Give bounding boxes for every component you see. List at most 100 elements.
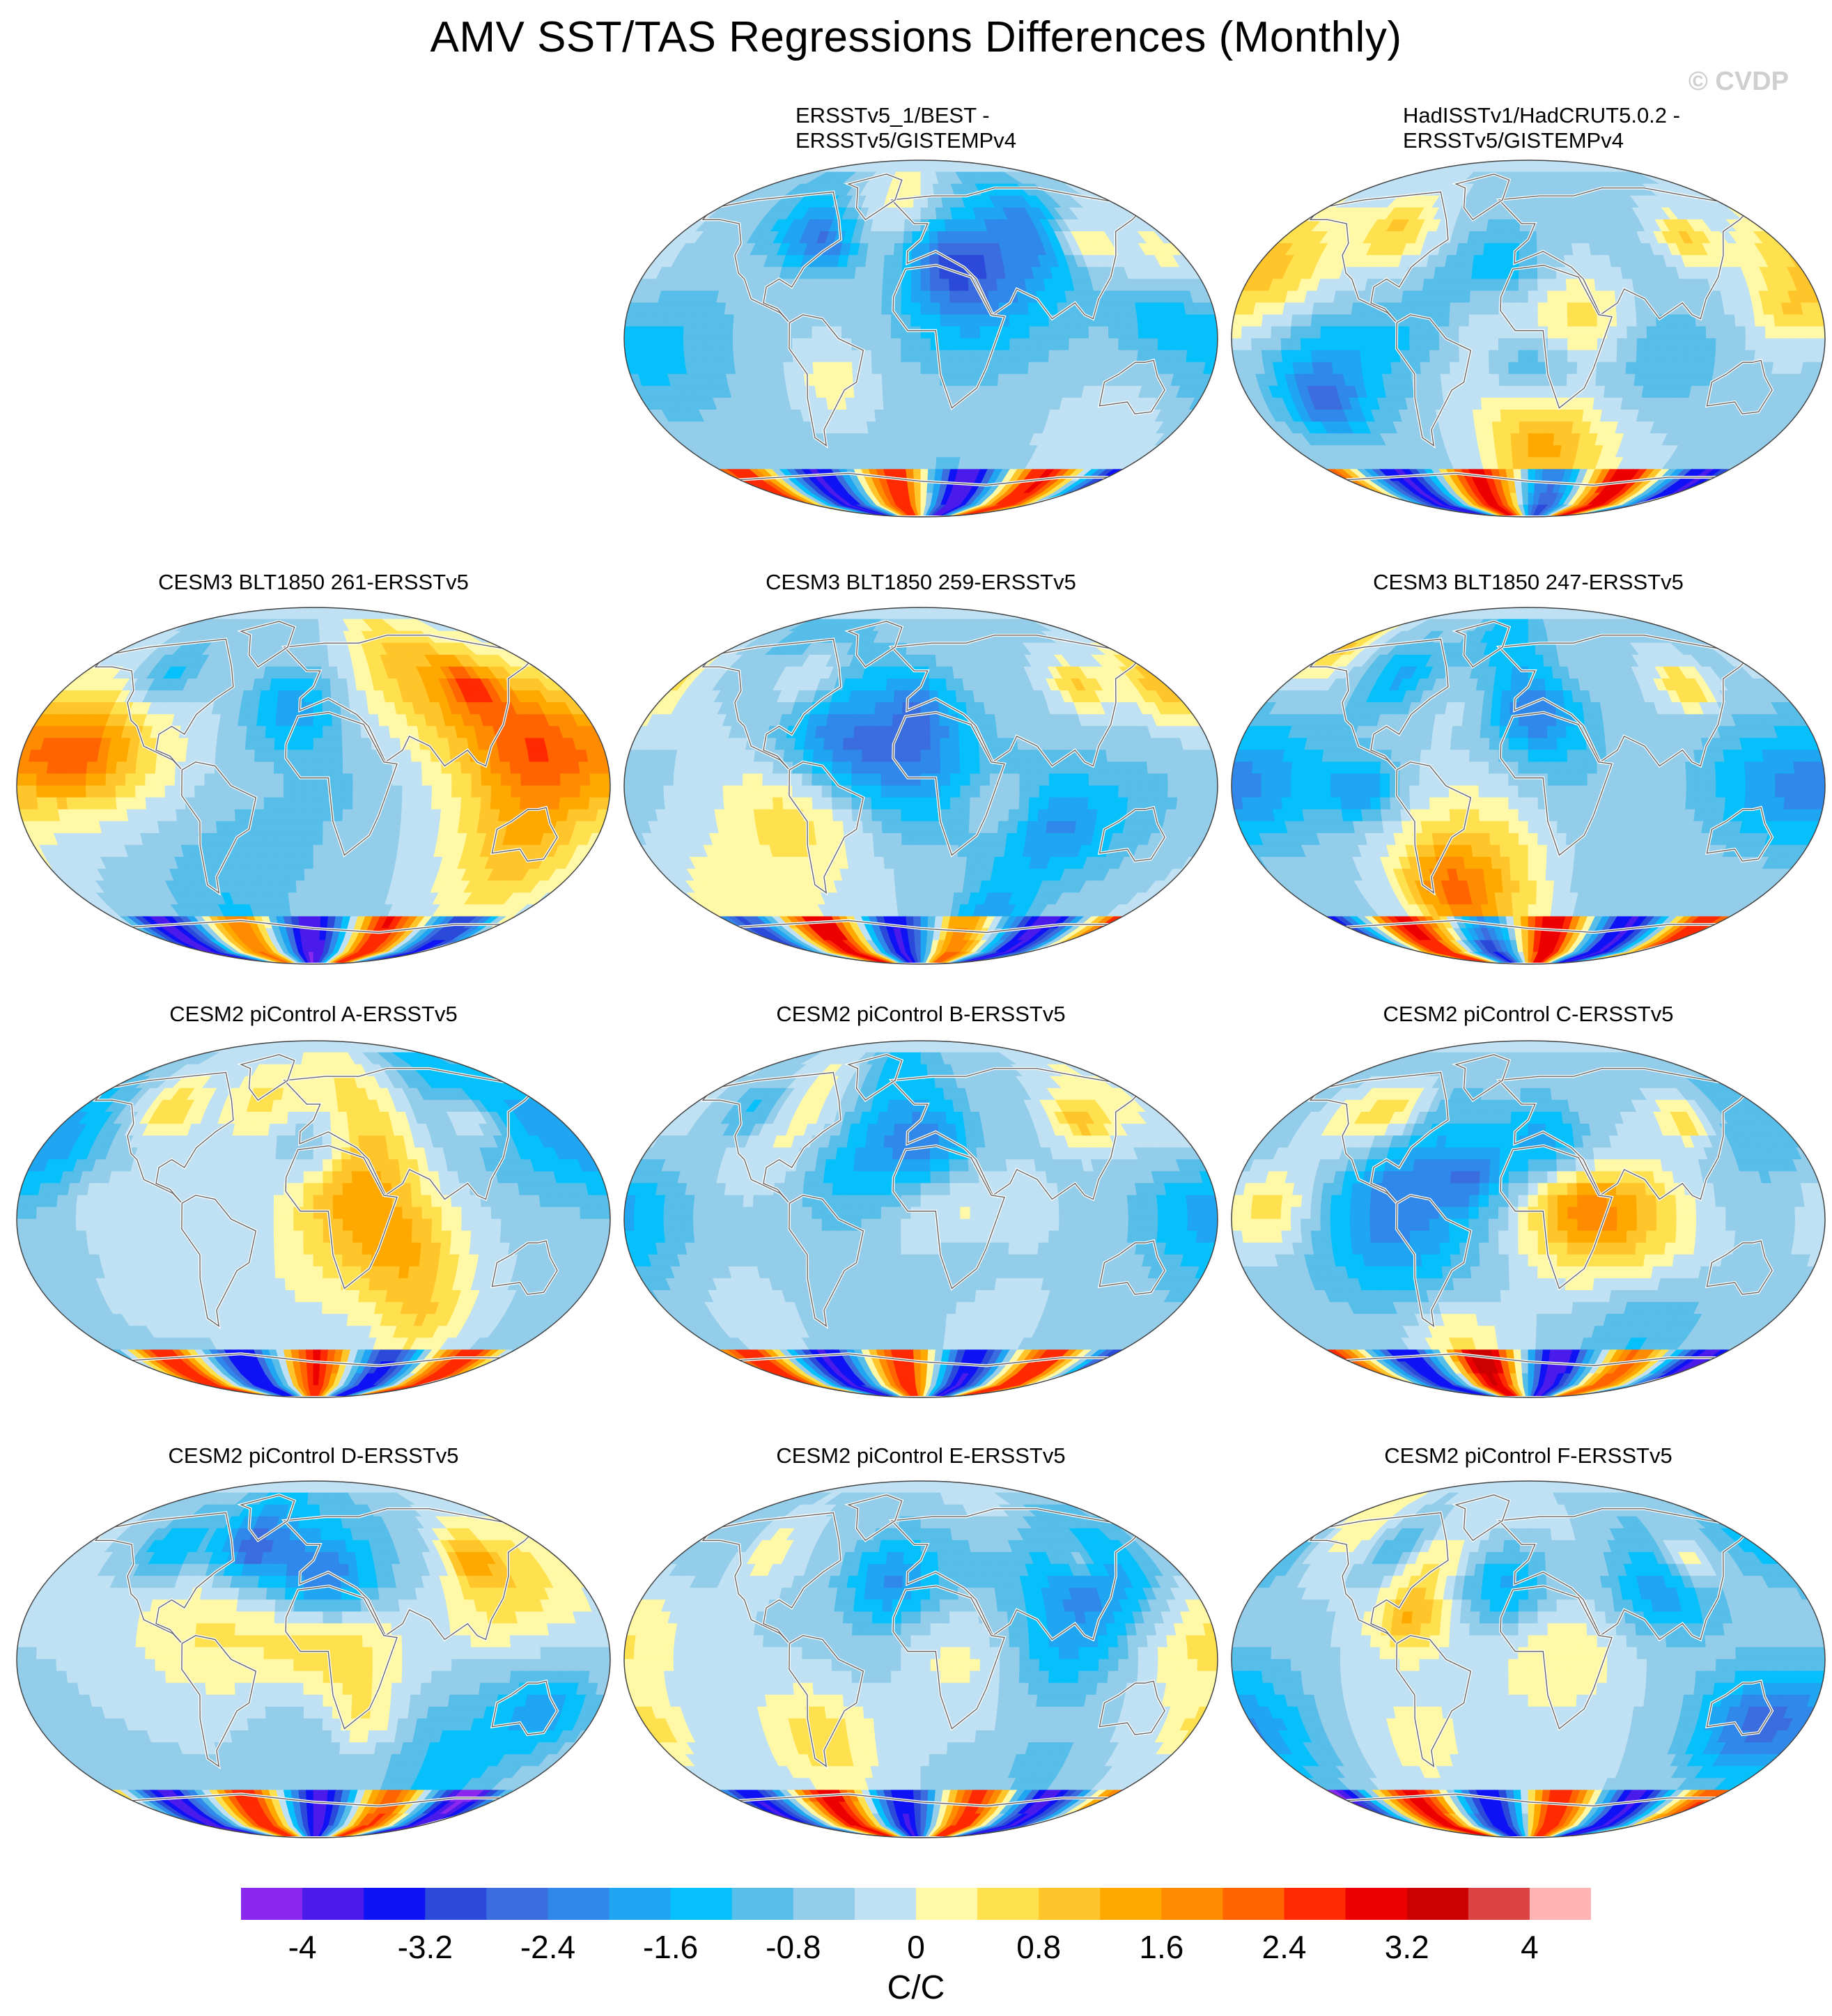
field-cell [1157,326,1169,339]
field-cell [1078,338,1089,351]
field-cell [134,773,146,786]
field-cell [1546,279,1558,292]
field-cell [145,797,157,810]
field-cell [277,690,288,703]
field-cell [1763,314,1776,327]
field-cell [634,350,646,363]
field-cell [1472,255,1484,268]
field-cell [225,738,238,751]
field-cell [1508,362,1519,375]
field-cell [928,207,938,220]
field-cell [881,302,892,316]
field-cell [1440,290,1452,304]
panel-title: ERSSTv5_1/BEST - ERSSTv5/GISTEMPv4 [621,103,1395,153]
field-cell [1271,350,1283,363]
field-cell [663,338,675,351]
field-cell [1118,326,1129,339]
field-cell [410,750,422,763]
field-cell [1381,362,1392,375]
field-cell [1118,338,1129,351]
field-cell [871,326,882,339]
field-cell [332,738,343,751]
field-cell [263,797,275,810]
field-cell [1468,338,1480,351]
field-cell [915,504,922,517]
field-cell [1300,338,1312,351]
field-cell [871,504,902,517]
field-cell [949,279,960,292]
field-cell [95,797,108,810]
field-cell [275,714,286,727]
field-cell [1528,421,1538,434]
field-cell [401,750,412,763]
field-cell [46,785,57,798]
field-cell [1097,314,1109,327]
field-cell [238,844,249,858]
field-cell [949,302,961,316]
field-cell [270,881,281,894]
field-cell [293,821,304,834]
field-cell [284,844,295,858]
field-cell [1500,255,1511,268]
field-cell [1594,279,1606,292]
field-cell [155,785,166,798]
field-cell [1547,326,1559,339]
field-cell [1232,326,1243,339]
field-cell [1755,338,1767,351]
field-cell [1028,314,1040,327]
field-cell [329,881,340,894]
field-cell [882,385,893,398]
field-cell [125,785,137,798]
field-cell [56,785,68,798]
field-cell [275,844,286,858]
field-cell [205,738,218,751]
field-cell [1452,267,1464,280]
field-cell [500,785,512,798]
field-cell [1473,504,1507,517]
field-cell [880,338,892,351]
field-cell [1595,290,1607,304]
field-cell [1606,362,1617,375]
field-cell [1429,362,1441,375]
field-cell [1686,338,1697,351]
field-cell [949,362,961,375]
field-cell [1379,338,1390,351]
field-cell [1804,338,1816,351]
field-cell [920,409,931,422]
field-cell [1508,290,1519,304]
field-cell [500,773,512,786]
field-cell [1735,326,1746,339]
field-cell [901,385,912,398]
field-cell [294,844,305,858]
field-cell [538,761,551,775]
field-cell [877,433,888,447]
field-cell [215,738,228,751]
field-cell [793,290,806,304]
field-cell [341,821,353,834]
field-cell [1250,338,1262,351]
field-cell [1498,362,1509,375]
field-cell [782,338,793,351]
field-cell [1519,421,1529,434]
field-cell [1509,421,1520,434]
field-cell [115,785,127,798]
field-cell [979,326,991,339]
field-cell [762,338,773,351]
field-cell [1606,338,1618,351]
field-cell [1528,326,1539,339]
field-cell [1478,314,1490,327]
field-cell [248,702,260,715]
field-cell [1646,338,1658,351]
field-cell [1528,373,1539,387]
field-cell [861,338,872,351]
field-cell [1280,326,1292,339]
field-cell [1086,362,1099,375]
field-cell [814,385,827,398]
field-cell [841,350,853,363]
field-cell [303,738,314,751]
field-cell [145,785,156,798]
field-cell [885,433,896,447]
field-cell [1528,314,1539,327]
field-cell [1411,373,1423,387]
field-cell [1576,362,1588,375]
